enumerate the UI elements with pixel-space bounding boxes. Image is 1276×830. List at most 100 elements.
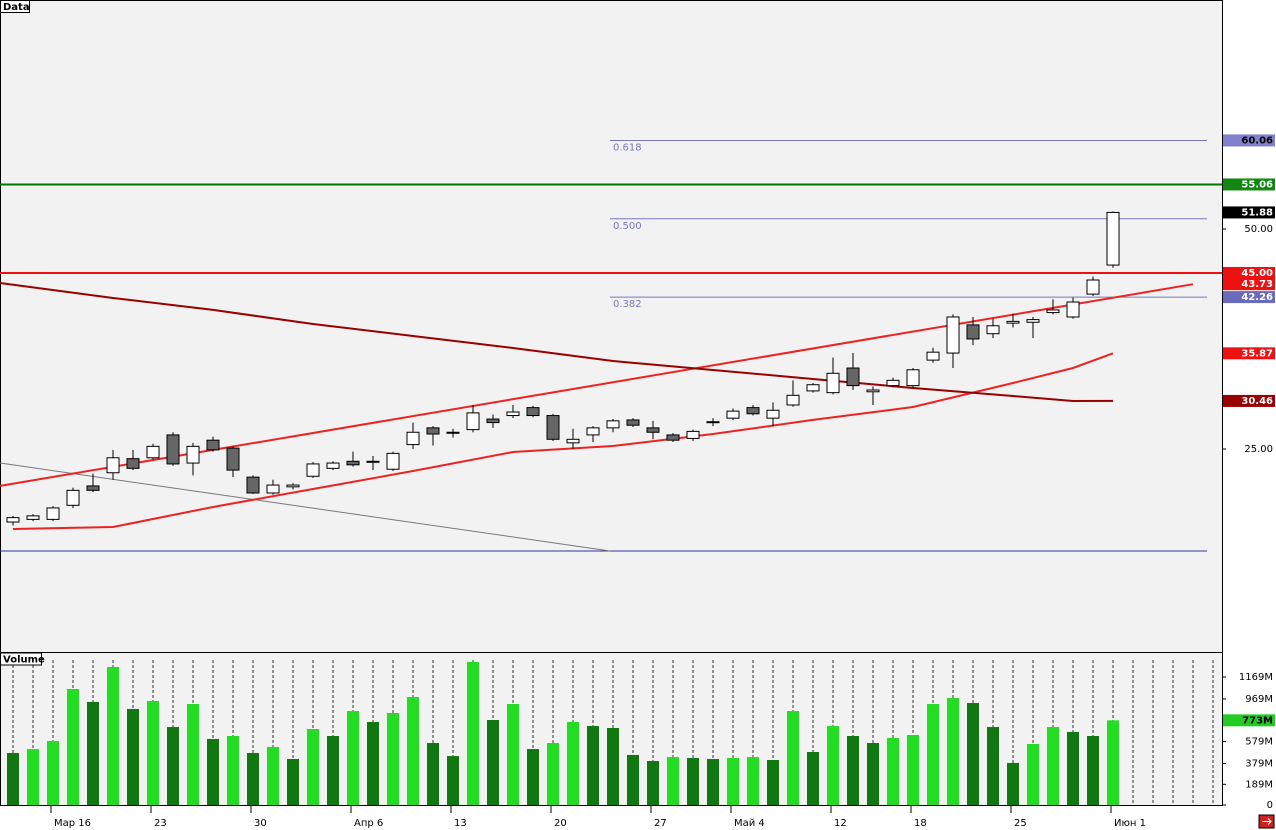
volume-bar <box>467 661 479 805</box>
candle-body <box>726 410 740 419</box>
candle-body <box>1066 301 1080 318</box>
candle-body <box>606 420 620 429</box>
x-tick-label: 12 <box>834 818 847 829</box>
x-tick-label: 13 <box>454 818 467 829</box>
candle-body <box>366 460 380 463</box>
volume-bar <box>687 758 699 805</box>
volume-bar <box>967 703 979 805</box>
candle-body <box>306 463 320 477</box>
volume-bar <box>707 759 719 805</box>
volume-bar <box>1007 762 1019 805</box>
volume-bar <box>267 746 279 805</box>
candle-body <box>246 476 260 494</box>
volume-bar <box>867 743 879 805</box>
volume-bar <box>747 757 759 805</box>
volume-bar <box>567 721 579 805</box>
price-tag-label: 51.88 <box>1241 207 1273 218</box>
candle-body <box>46 507 60 520</box>
volume-bar <box>387 713 399 805</box>
volume-bar <box>807 751 819 805</box>
candle-body <box>486 418 500 424</box>
candle-body <box>886 379 900 387</box>
candle-body <box>466 412 480 431</box>
candle-body <box>1106 211 1120 266</box>
volume-bar <box>1107 720 1119 805</box>
volume-bar <box>927 704 939 805</box>
candle-body <box>226 447 240 471</box>
candle-body <box>586 427 600 436</box>
volume-bar <box>407 697 419 805</box>
candle-body <box>386 452 400 470</box>
candle-body <box>786 394 800 406</box>
candle-body <box>346 460 360 466</box>
y-tick-label: 579M <box>1245 737 1273 748</box>
candle-body <box>126 458 140 469</box>
volume-bar <box>247 752 259 805</box>
candle-body <box>846 367 860 387</box>
volume-bar <box>227 736 239 805</box>
x-tick-label: 25 <box>1014 818 1027 829</box>
volume-bar <box>147 700 159 805</box>
candle-body <box>286 484 300 488</box>
candle-body <box>686 430 700 439</box>
x-tick-label: 20 <box>554 818 567 829</box>
panel-title: Data <box>3 2 30 13</box>
indicator-line <box>0 282 1114 403</box>
volume-bar <box>1027 743 1039 805</box>
volume-bar <box>327 736 339 805</box>
price-tag <box>1223 178 1275 191</box>
volume-bar <box>1047 727 1059 805</box>
y-tick-label: 379M <box>1245 758 1273 769</box>
fib-label: 0.382 <box>613 299 642 310</box>
y-tick-label: 50.00 <box>1244 224 1273 235</box>
candle-body <box>426 427 440 435</box>
price-tag-label: 45.00 <box>1241 268 1273 279</box>
x-tick-label: Июн 1 <box>1114 818 1146 829</box>
volume-bar <box>187 704 199 805</box>
candle-body <box>646 427 660 433</box>
volume-bar <box>727 758 739 805</box>
price-panel <box>0 0 1223 653</box>
volume-bar <box>907 735 919 805</box>
volume-bar <box>347 711 359 805</box>
volume-bar <box>427 743 439 805</box>
candle-body <box>666 434 680 441</box>
price-tag <box>1223 134 1275 147</box>
candle-body <box>506 411 520 417</box>
candle-body <box>6 517 20 523</box>
volume-bar <box>667 757 679 805</box>
volume-bar <box>167 727 179 805</box>
x-tick-label: Май 4 <box>734 818 765 829</box>
price-tag <box>1223 394 1275 407</box>
candle-body <box>746 407 760 415</box>
volume-bar <box>587 726 599 805</box>
x-tick-label: 30 <box>254 818 267 829</box>
candle-body <box>166 434 180 465</box>
volume-bar <box>447 756 459 805</box>
price-tag-label: 30.46 <box>1241 396 1273 407</box>
candle-body <box>186 445 200 464</box>
candle-body <box>146 445 160 459</box>
x-tick-label: 23 <box>154 818 167 829</box>
volume-bar <box>1067 731 1079 805</box>
indicator-line <box>12 352 1114 530</box>
candle-body <box>966 324 980 340</box>
panel-title: Volume <box>3 655 45 666</box>
candle-body <box>546 415 560 440</box>
candle-body <box>926 351 940 361</box>
candle-body <box>1086 279 1100 295</box>
candle-body <box>946 316 960 354</box>
candle-body <box>706 421 720 424</box>
candle-body <box>66 489 80 506</box>
price-tag <box>1223 347 1275 360</box>
volume-bar <box>947 697 959 805</box>
volume-bar <box>87 701 99 805</box>
volume-bar <box>27 749 39 805</box>
candle-body <box>86 485 100 491</box>
volume-tag <box>1223 714 1275 727</box>
y-tick-label: 969M <box>1245 694 1273 705</box>
candle-body <box>106 457 120 474</box>
x-tick-label: Апр 6 <box>354 818 383 829</box>
candle-body <box>206 439 220 451</box>
indicator-line <box>0 462 611 552</box>
